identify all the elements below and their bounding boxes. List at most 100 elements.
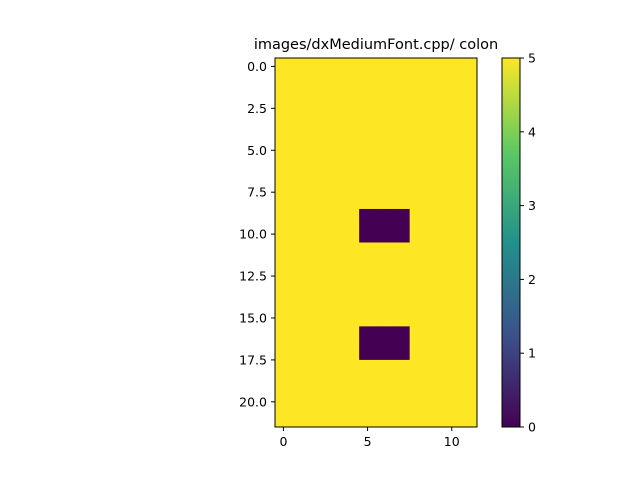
heatmap-cell xyxy=(426,58,444,76)
colorbar-tick-label: 4 xyxy=(528,124,536,139)
heatmap-cell xyxy=(275,108,293,126)
heatmap-cell xyxy=(376,125,394,143)
heatmap-cell xyxy=(376,74,394,92)
heatmap-cell xyxy=(426,141,444,160)
heatmap-cell xyxy=(376,91,394,109)
y-axis: 0.0 2.5 5.0 7.5 10.0 12.5 15.0 17.5 20.0 xyxy=(239,59,275,409)
heatmap-cell xyxy=(376,343,394,361)
heatmap-cell xyxy=(376,175,394,193)
heatmap-cell xyxy=(460,292,478,310)
heatmap-cell xyxy=(443,259,461,277)
heatmap-cell xyxy=(376,393,394,411)
heatmap-cell xyxy=(409,58,427,76)
heatmap-cell xyxy=(291,309,310,327)
heatmap-cell xyxy=(426,208,444,227)
heatmap-cell xyxy=(291,242,310,260)
heatmap-cell xyxy=(308,393,326,411)
heatmap-cell xyxy=(359,276,377,294)
heatmap-cell xyxy=(359,58,377,76)
heatmap-cell xyxy=(325,74,343,92)
heatmap-cell xyxy=(443,292,461,310)
heatmap-cell xyxy=(275,259,293,277)
heatmap-cell xyxy=(409,376,427,394)
heatmap-cell xyxy=(460,326,478,344)
heatmap-cell xyxy=(443,208,461,227)
heatmap-cell xyxy=(275,276,293,294)
heatmap-cell xyxy=(342,376,360,394)
heatmap-cell xyxy=(342,393,360,411)
heatmap-cell xyxy=(325,376,343,394)
heatmap-cell xyxy=(291,208,310,227)
heatmap-cell xyxy=(376,410,394,428)
y-tick-label: 7.5 xyxy=(247,185,267,200)
heatmap-cell xyxy=(342,276,360,294)
heatmap-cell xyxy=(443,276,461,294)
heatmap-cell xyxy=(308,91,326,109)
heatmap-cell xyxy=(443,343,461,361)
heatmap-cell xyxy=(409,141,427,160)
heatmap-cell xyxy=(409,192,427,210)
heatmap-cell xyxy=(426,175,444,193)
heatmap-cell xyxy=(308,343,326,361)
heatmap-cell xyxy=(342,91,360,109)
heatmap-cell xyxy=(325,292,343,310)
heatmap-cell xyxy=(359,158,377,176)
heatmap-cell xyxy=(376,376,394,394)
heatmap-cell xyxy=(359,393,377,411)
heatmap-cell xyxy=(342,192,360,210)
heatmap-cell xyxy=(325,108,343,126)
heatmap-cell xyxy=(409,276,427,294)
heatmap-cell xyxy=(308,242,326,260)
heatmap-cell xyxy=(275,208,293,227)
heatmap-cell xyxy=(342,343,360,361)
heatmap-cell xyxy=(460,141,478,160)
heatmap-cell xyxy=(426,192,444,210)
heatmap-cell xyxy=(443,175,461,193)
heatmap-cell xyxy=(359,343,377,361)
heatmap-cell xyxy=(426,292,444,310)
heatmap-cell xyxy=(426,359,444,378)
heatmap-cell xyxy=(392,309,411,327)
y-tick-label: 12.5 xyxy=(239,269,267,284)
heatmap-cell xyxy=(291,108,310,126)
heatmap-cell xyxy=(325,158,343,176)
heatmap-cell xyxy=(275,125,293,143)
heatmap-cell xyxy=(342,259,360,277)
colorbar-tick-label: 0 xyxy=(528,420,536,435)
heatmap-cell xyxy=(308,259,326,277)
heatmap-cell xyxy=(308,74,326,92)
heatmap-cell xyxy=(308,208,326,227)
heatmap-cell xyxy=(342,208,360,227)
heatmap-cell xyxy=(443,58,461,76)
heatmap-cell xyxy=(426,309,444,327)
colorbar-frame xyxy=(501,57,521,428)
heatmap-cell xyxy=(308,326,326,344)
heatmap-cell xyxy=(376,192,394,210)
heatmap-cell xyxy=(291,410,310,428)
heatmap-cell xyxy=(359,125,377,143)
heatmap-cell xyxy=(392,175,411,193)
heatmap-cell xyxy=(291,359,310,378)
heatmap-cell xyxy=(460,192,478,210)
heatmap-cell xyxy=(426,393,444,411)
heatmap-cell xyxy=(275,192,293,210)
heatmap-cell xyxy=(376,276,394,294)
heatmap-cell xyxy=(359,208,377,227)
heatmap-cell xyxy=(392,141,411,160)
colorbar-tick-label: 1 xyxy=(528,346,536,361)
colorbar-tick-label: 3 xyxy=(528,198,536,213)
x-tick-label: 5 xyxy=(364,434,372,449)
heatmap-cell xyxy=(443,192,461,210)
heatmap-cell xyxy=(460,393,478,411)
heatmap-cell xyxy=(376,108,394,126)
heatmap-cell xyxy=(291,225,310,243)
heatmap-cell xyxy=(275,410,293,428)
heatmap-cell xyxy=(342,292,360,310)
heatmap-cell xyxy=(443,393,461,411)
heatmap-cell xyxy=(426,91,444,109)
heatmap-cell xyxy=(392,74,411,92)
heatmap-cell xyxy=(409,292,427,310)
heatmap-cell xyxy=(359,108,377,126)
colorbar xyxy=(502,58,520,427)
heatmap-cell xyxy=(291,292,310,310)
